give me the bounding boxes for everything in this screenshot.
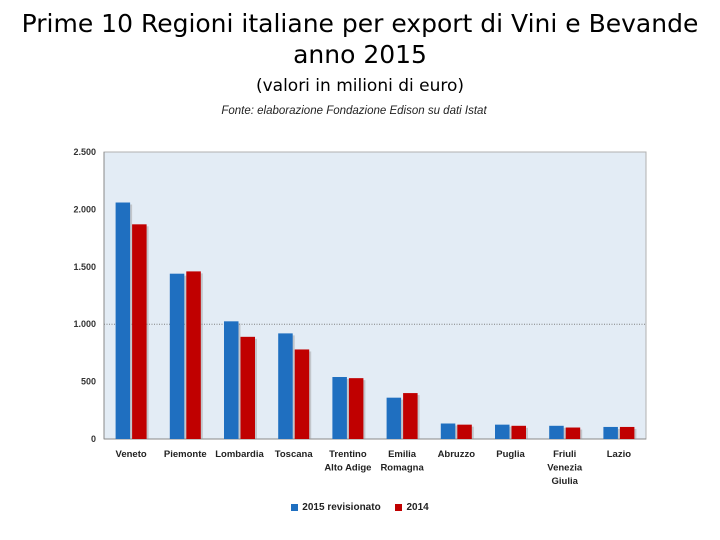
bar-2014 xyxy=(240,336,255,439)
x-tick-label: Lazio xyxy=(607,449,631,460)
legend-item-2015: 2015 revisionato xyxy=(291,502,381,513)
x-tick-label: Abruzzo xyxy=(438,449,476,460)
bar-2014 xyxy=(132,224,147,439)
bar-2015 xyxy=(495,424,510,439)
bar-2015 xyxy=(224,321,239,439)
bar-2014 xyxy=(186,271,201,439)
x-tick-label: Toscana xyxy=(275,449,314,460)
x-tick-label: Alto Adige xyxy=(324,463,371,474)
bar-2015 xyxy=(115,202,131,439)
y-tick-label: 1.000 xyxy=(73,319,96,329)
x-tick-label: Emilia xyxy=(388,449,417,460)
legend-swatch-2014 xyxy=(395,503,403,511)
x-tick-label: Trentino xyxy=(329,449,367,460)
bar-2015 xyxy=(440,423,456,439)
bar-2015 xyxy=(278,333,293,439)
bar-2014 xyxy=(565,427,581,439)
bar-2014 xyxy=(348,378,364,439)
chart-subtitle: (valori in milioni di euro) xyxy=(255,76,465,96)
legend-label-2014: 2014 xyxy=(406,502,429,513)
bar-2014 xyxy=(403,393,418,439)
x-tick-label: Puglia xyxy=(496,449,525,460)
x-tick-label: Giulia xyxy=(551,476,578,487)
bar-2015 xyxy=(549,425,564,439)
chart-title: Prime 10 Regioni italiane per export di … xyxy=(0,8,720,70)
bar-2015 xyxy=(332,377,347,439)
x-tick-label: Friuli xyxy=(553,449,576,460)
y-tick-label: 2.000 xyxy=(73,204,96,214)
x-tick-label: Lombardia xyxy=(215,449,264,460)
x-tick-label: Piemonte xyxy=(164,449,207,460)
bar-2014 xyxy=(511,425,526,439)
y-tick-label: 500 xyxy=(81,377,96,387)
x-tick-label: Venezia xyxy=(547,463,583,474)
bar-2015 xyxy=(603,426,618,439)
y-tick-label: 1.500 xyxy=(73,262,96,272)
chart-title-line-1: Prime 10 Regioni italiane per export di … xyxy=(21,9,699,38)
legend-swatch-2015 xyxy=(291,503,299,511)
legend-label-2015: 2015 revisionato xyxy=(302,502,381,513)
chart-title-line-2: anno 2015 xyxy=(293,40,427,69)
bar-2015 xyxy=(386,397,402,439)
source-note: Fonte: elaborazione Fondazione Edison su… xyxy=(221,105,487,117)
legend: 2015 revisionato 2014 xyxy=(0,502,720,513)
legend-item-2014: 2014 xyxy=(395,502,429,513)
x-tick-label: Romagna xyxy=(380,463,424,474)
y-tick-label: 2.500 xyxy=(73,147,96,157)
y-tick-label: 0 xyxy=(91,434,96,444)
bar-2014 xyxy=(457,424,472,439)
bar-2014 xyxy=(619,426,635,439)
bar-2015 xyxy=(169,273,185,439)
bar-2014 xyxy=(294,349,310,439)
x-tick-label: Veneto xyxy=(116,449,147,460)
